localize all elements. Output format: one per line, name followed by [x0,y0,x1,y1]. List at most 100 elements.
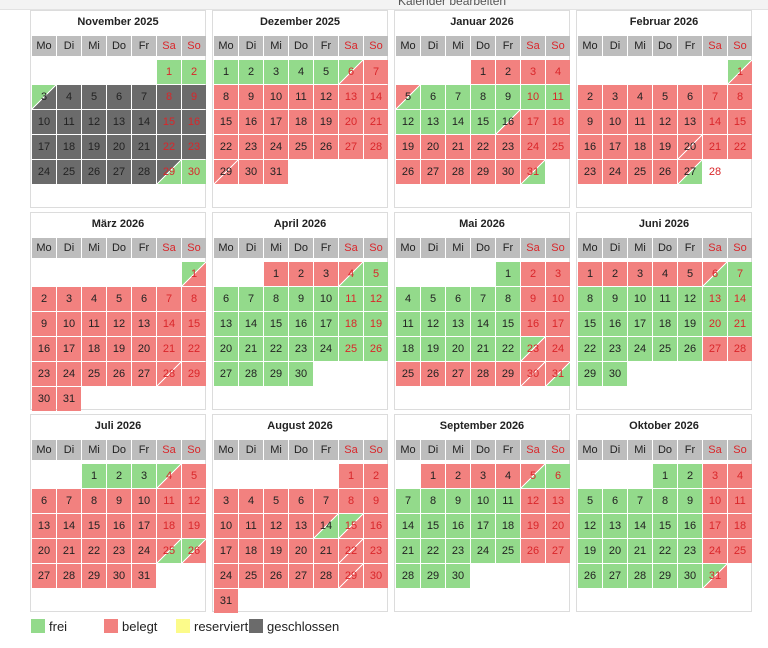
weekday-header: Di [239,238,263,258]
day-cell: 19 [82,135,106,159]
top-bar: Kalender bearbeiten [0,0,768,10]
month: August 2026 Mo Di Mi Do Fr Sa So 1 2 3 4 5 6 7 8 9 10 11 12… [212,414,388,613]
day-cell: 22 [578,337,602,361]
day-cell: 25 [653,337,677,361]
day-cell: 9 [32,312,56,336]
day-cell: 11 [239,514,263,538]
weekday-header: Do [289,238,313,258]
day-cell: 6 [339,60,363,84]
day-cell: 22 [214,135,238,159]
day-cell: 17 [628,312,652,336]
day-cell: 22 [82,539,106,563]
month: Juni 2026 Mo Di Mi Do Fr Sa So 1 2 3 4 5 6 7 8 9 10 11 12 13… [576,212,752,410]
day-cell: 15 [421,514,445,538]
day-cell: 16 [107,514,131,538]
day-cell: 28 [314,564,338,588]
day-cell: 8 [182,287,206,311]
weekday-header: Sa [339,440,363,460]
day-cell: 26 [82,160,106,184]
day-cell: 26 [364,337,388,361]
day-cell: 7 [703,85,727,109]
day-cell: 9 [364,489,388,513]
day-cell: 9 [578,110,602,134]
legend-swatch [104,619,118,633]
day-cell: 25 [82,362,106,386]
day-cell: 25 [289,135,313,159]
weekday-header: Do [471,238,495,258]
weekday-header: Fr [678,36,702,56]
day-cell: 21 [57,539,81,563]
day-cell: 15 [157,110,181,134]
day-cell: 5 [578,489,602,513]
month: April 2026 Mo Di Mi Do Fr Sa So 1 2 3 4 5 6 7 8 9 10 11 12 1… [212,212,388,410]
day-cell: 1 [264,262,288,286]
weekday-header: Di [57,440,81,460]
weekday-header: Fr [132,440,156,460]
day-cell: 11 [289,85,313,109]
day-cell: 7 [628,489,652,513]
weekday-header: So [546,440,570,460]
day-cell: 14 [132,110,156,134]
weekday-header: Do [471,36,495,56]
day-cell: 26 [182,539,206,563]
day-cell: 17 [57,337,81,361]
weekday-header: So [364,36,388,56]
legend-item: frei [31,619,67,635]
day-cell: 14 [703,110,727,134]
month: Januar 2026 Mo Di Mi Do Fr Sa So 1 2 3 4 5 6 7 8 9 10 11 12… [394,10,570,208]
weekday-header: Fr [678,238,702,258]
day-cell: 22 [339,539,363,563]
day-cell: 9 [182,85,206,109]
day-cell: 15 [471,110,495,134]
day-cell: 10 [703,489,727,513]
day-cell: 27 [446,362,470,386]
day-cell: 18 [396,337,420,361]
day-cell: 24 [314,337,338,361]
day-cell: 2 [496,60,520,84]
weekday-header: Mi [446,238,470,258]
day-cell: 19 [678,312,702,336]
day-cell: 10 [264,85,288,109]
day-cell: 16 [182,110,206,134]
weekday-header: So [728,36,752,56]
day-cell: 7 [728,262,752,286]
day-cell: 12 [107,312,131,336]
day-cell: 13 [678,110,702,134]
day-cell: 28 [157,362,181,386]
day-cell: 12 [578,514,602,538]
day-cell: 25 [239,564,263,588]
day-cell: 17 [521,110,545,134]
day-cell: 5 [364,262,388,286]
day-cell: 30 [239,160,263,184]
day-cell: 1 [578,262,602,286]
day-cell: 23 [289,337,313,361]
weekday-header: Mi [82,440,106,460]
day-cell: 30 [289,362,313,386]
day-cell: 4 [396,287,420,311]
day-cell: 5 [82,85,106,109]
weekday-header: Do [107,36,131,56]
day-cell: 29 [471,160,495,184]
day-cell: 26 [653,160,677,184]
day-cell: 19 [396,135,420,159]
month: Mai 2026 Mo Di Mi Do Fr Sa So 1 2 3 4 5 6 7 8 9 10 11 12 13 1… [394,212,570,410]
day-cell: 21 [446,135,470,159]
day-cell: 16 [496,110,520,134]
day-cell: 18 [82,337,106,361]
day-cell: 30 [678,564,702,588]
day-cell: 2 [578,85,602,109]
day-cell: 28 [396,564,420,588]
day-cell: 26 [314,135,338,159]
day-cell: 3 [314,262,338,286]
day-cell: 17 [264,110,288,134]
day-cell: 25 [339,337,363,361]
day-cell: 5 [107,287,131,311]
weekday-header: Fr [314,238,338,258]
day-cell: 24 [546,337,570,361]
day-cell: 3 [546,262,570,286]
day-cell: 17 [703,514,727,538]
day-cell: 27 [339,135,363,159]
weekday-header: Mo [396,440,420,460]
day-cell: 18 [157,514,181,538]
day-cell: 5 [521,464,545,488]
